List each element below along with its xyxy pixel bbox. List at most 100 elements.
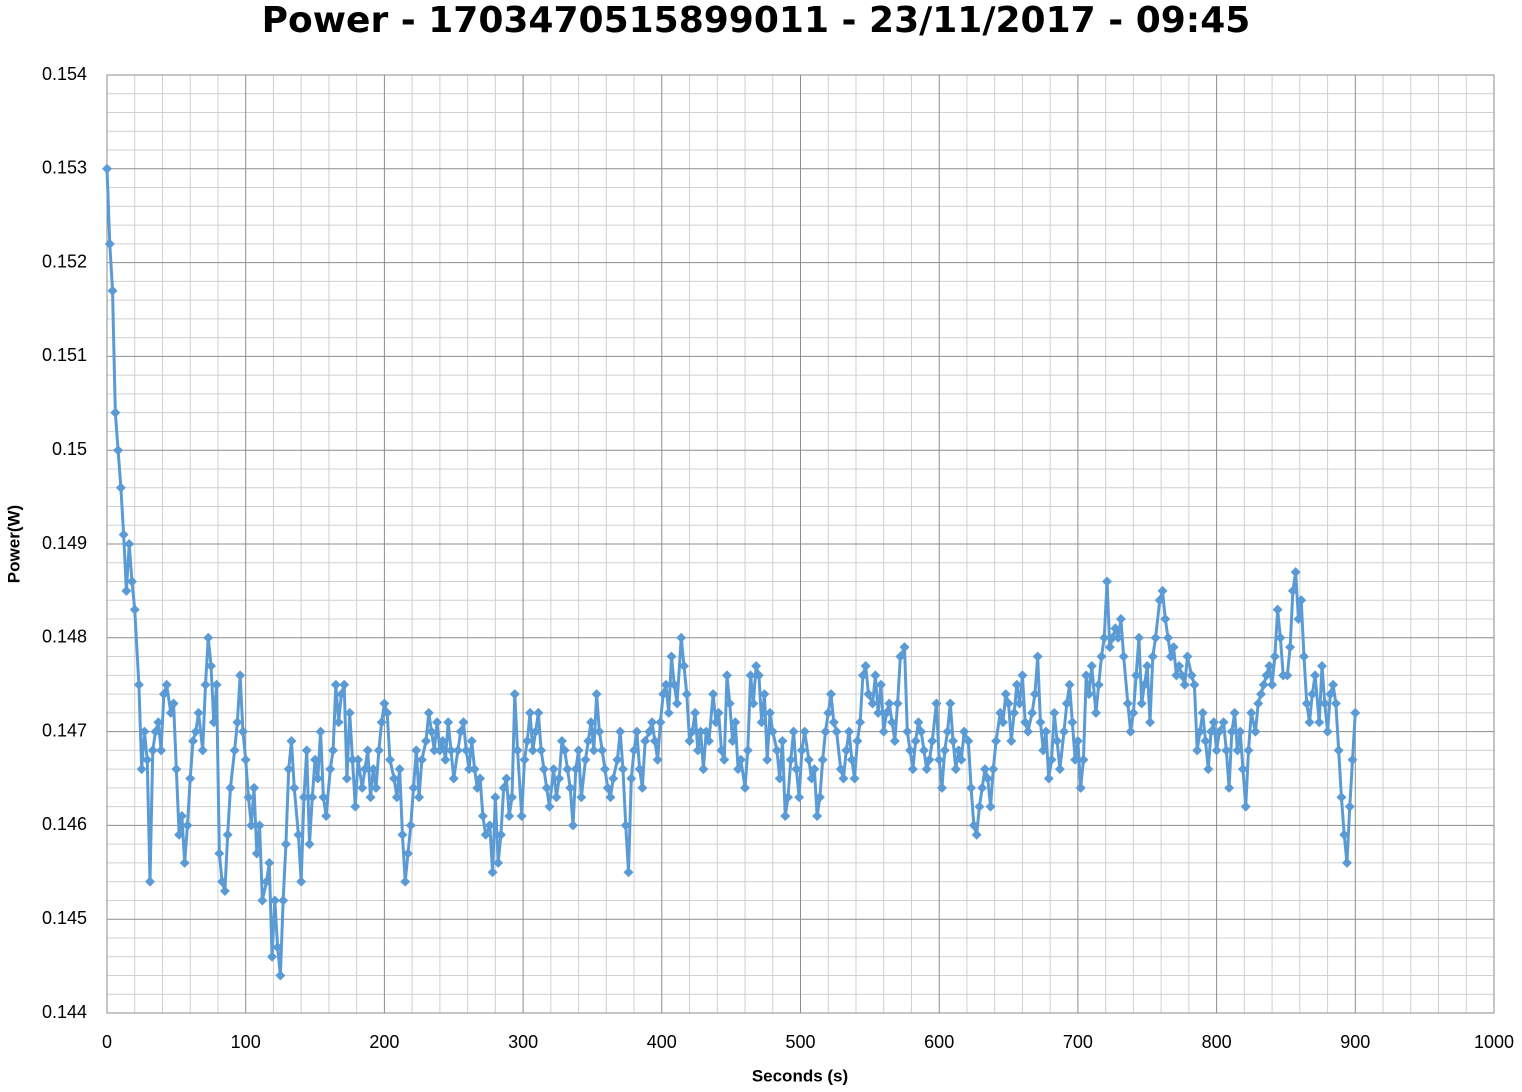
- data-point: [647, 717, 658, 728]
- data-point: [102, 163, 112, 174]
- data-point: [1029, 689, 1040, 700]
- data-point: [1125, 726, 1136, 737]
- data-point: [889, 735, 900, 746]
- data-point: [652, 754, 663, 765]
- data-point: [211, 679, 222, 690]
- data-point: [959, 726, 970, 737]
- data-point: [1009, 707, 1020, 718]
- data-point: [124, 539, 135, 549]
- data-point: [1122, 698, 1133, 709]
- data-point: [1118, 651, 1129, 662]
- data-point: [522, 735, 533, 746]
- data-point: [1285, 642, 1296, 653]
- data-point: [1179, 679, 1190, 690]
- data-point: [533, 707, 544, 718]
- data-point: [298, 792, 309, 803]
- data-point: [190, 726, 201, 737]
- data-point: [1255, 689, 1266, 700]
- data-point: [963, 735, 974, 746]
- data-point: [1142, 660, 1153, 671]
- data-point: [512, 745, 523, 756]
- data-point: [780, 811, 791, 822]
- data-point: [742, 745, 753, 756]
- data-point: [710, 717, 721, 728]
- data-point: [857, 670, 868, 681]
- data-point: [147, 745, 158, 756]
- data-point: [283, 764, 294, 775]
- data-point: [432, 717, 443, 728]
- data-point: [991, 735, 1002, 746]
- data-point: [988, 764, 999, 775]
- data-point: [330, 679, 341, 690]
- data-point: [312, 773, 323, 784]
- data-point: [254, 820, 265, 831]
- data-point: [826, 689, 837, 700]
- data-point: [783, 792, 794, 803]
- data-point: [296, 876, 307, 887]
- data-point: [730, 717, 741, 728]
- data-point: [214, 848, 225, 859]
- data-point: [1258, 679, 1269, 690]
- data-point: [336, 689, 347, 700]
- data-point: [538, 764, 549, 775]
- data-point: [527, 745, 538, 756]
- data-point: [1128, 707, 1139, 718]
- data-point: [1157, 585, 1168, 596]
- data-point: [1339, 829, 1350, 840]
- data-point: [672, 698, 683, 709]
- data-point: [269, 895, 280, 906]
- data-point: [1090, 707, 1101, 718]
- data-point: [820, 726, 831, 737]
- data-point: [895, 651, 906, 662]
- data-point: [617, 764, 628, 775]
- data-point: [382, 707, 393, 718]
- data-point: [846, 754, 857, 765]
- data-point: [461, 745, 472, 756]
- data-point: [484, 820, 495, 831]
- data-point: [1211, 745, 1222, 756]
- data-point: [634, 764, 645, 775]
- data-point: [365, 792, 376, 803]
- data-point: [554, 773, 565, 784]
- data-point: [1054, 764, 1065, 775]
- data-point: [113, 445, 124, 456]
- data-point: [1139, 679, 1150, 690]
- data-point: [1147, 651, 1158, 662]
- data-point: [185, 773, 196, 784]
- data-point: [1243, 745, 1254, 756]
- data-point: [1052, 735, 1063, 746]
- data-point: [936, 782, 947, 793]
- data-point: [222, 829, 233, 840]
- data-point: [208, 717, 219, 728]
- data-point: [1192, 745, 1203, 756]
- data-point: [525, 707, 536, 718]
- data-point: [1078, 754, 1089, 765]
- data-point: [530, 726, 541, 737]
- data-point: [568, 820, 579, 831]
- data-point: [1317, 660, 1328, 671]
- data-point: [487, 867, 498, 878]
- x-tick-label: 700: [1063, 1032, 1093, 1052]
- data-point: [905, 745, 916, 756]
- data-point: [325, 764, 336, 775]
- data-point: [721, 670, 732, 681]
- data-point: [272, 942, 283, 953]
- data-point: [966, 782, 977, 793]
- y-tick-label: 0.153: [42, 158, 87, 178]
- data-point: [956, 754, 967, 765]
- data-point: [289, 782, 300, 793]
- data-point: [350, 801, 361, 812]
- data-point: [280, 839, 291, 850]
- data-point: [1017, 670, 1028, 681]
- data-point: [362, 745, 373, 756]
- data-point: [414, 792, 425, 803]
- data-point: [1160, 614, 1171, 625]
- data-point: [339, 679, 350, 690]
- data-point: [1328, 679, 1339, 690]
- data-point: [507, 792, 518, 803]
- data-point: [1096, 651, 1107, 662]
- data-point: [458, 717, 469, 728]
- data-point: [870, 670, 881, 681]
